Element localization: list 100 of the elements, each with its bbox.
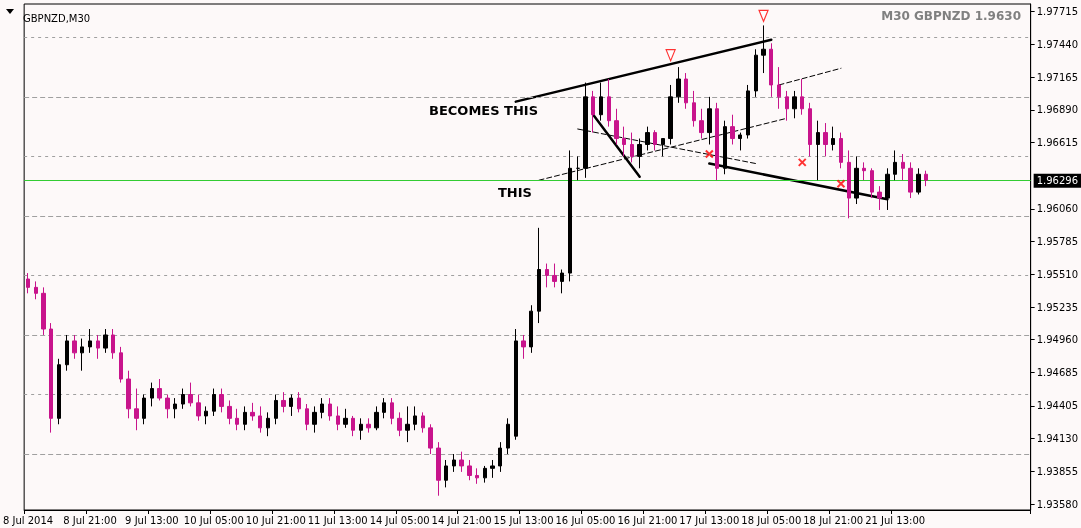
y-tick-label: 1.95510 [1036,268,1079,280]
candlestick [777,66,781,110]
x-tick-label: 15 Jul 13:00 [493,514,554,526]
candlestick [661,138,665,157]
candlestick [769,42,773,98]
candlestick [498,441,502,473]
candlestick [521,334,526,360]
candlestick [924,170,928,187]
candlestick [483,465,487,484]
candlestick [823,122,828,157]
candlestick [80,338,84,372]
candlestick [351,415,355,437]
y-tick-label: 1.96615 [1036,137,1079,149]
y-tick-label: 1.95235 [1036,301,1079,313]
candlestick [862,161,866,181]
candlestick [676,66,681,104]
y-tick-label: 1.96890 [1036,104,1079,116]
candlestick [545,263,549,288]
y-tick-label: 1.94130 [1036,433,1079,445]
candlestick [614,108,619,145]
candlestick [320,397,324,419]
candlestick [258,405,262,434]
candlestick [444,459,448,488]
candlestick [243,405,247,431]
candlestick [622,126,626,157]
x-tick-label: 9 Jul 13:00 [125,514,179,526]
candlestick [514,328,518,441]
x-tick-label: 11 Jul 13:00 [307,514,368,526]
candlestick [374,405,379,431]
candlestick [607,78,611,128]
point [797,157,807,167]
candlestick [467,459,472,481]
candlestick [421,411,425,434]
candlestick [212,388,216,417]
y-tick-label: 1.94960 [1036,334,1079,346]
candlestick [668,84,673,145]
candlestick [181,388,185,410]
candlestick [34,280,38,300]
candlestick [111,328,115,360]
candlestick [336,405,340,431]
y-tick-label: 1.96060 [1036,203,1079,215]
annotation: BECOMES THIS [429,103,539,118]
candlestick [877,185,882,211]
candlestick [560,269,564,294]
x-tick-label: 14 Jul 05:00 [369,514,430,526]
y-tick-label: 1.93855 [1036,465,1079,477]
point [704,149,714,159]
candlestick [715,102,719,181]
candlestick [142,394,146,425]
candlestick [428,423,433,455]
x-tick-label: 10 Jul 21:00 [245,514,306,526]
candlestick [96,334,100,360]
x-tick-label: 16 Jul 21:00 [617,514,678,526]
candlestick [103,328,108,354]
candlestick [150,382,154,407]
candlestick [785,90,789,122]
candlestick [235,408,239,431]
candlestick [452,453,456,473]
candlestick [266,411,270,437]
x-tick-label: 8 Jul 21:00 [63,514,117,526]
candlestick [26,272,30,294]
candlestick [405,405,410,443]
candlestick [901,153,905,181]
candlestick [41,286,46,336]
y-tick-label: 1.94405 [1036,400,1079,412]
candlestick [529,304,533,354]
y-tick-label: 1.97440 [1036,38,1079,50]
candlestick [366,417,371,434]
candlestick [126,370,131,419]
candlestick [808,102,812,157]
candlestick [289,394,293,417]
candlestick [343,408,348,429]
candlestick [630,132,634,163]
x-tick-label: 18 Jul 21:00 [803,514,864,526]
candlestick [754,48,758,98]
x-tick-label: 10 Jul 05:00 [183,514,244,526]
candlestick [204,405,208,425]
candlestick [792,90,797,119]
candlestick [328,397,332,422]
candlestick [250,402,255,422]
annotation: THIS [498,185,532,200]
candlestick [274,394,278,425]
x-tick-label: 17 Jul 13:00 [679,514,740,526]
x-tick-label: 18 Jul 05:00 [741,514,802,526]
candlestick [552,263,557,288]
candlestick [475,467,479,485]
candlestick [72,334,77,360]
candlestick [800,78,804,116]
candlestick [219,388,224,413]
candlestick [839,132,843,169]
candlestick [57,358,61,425]
candlestick [157,378,162,401]
candlestick [893,149,897,181]
candlestick [88,328,92,354]
x-tick-label: 14 Jul 21:00 [431,514,492,526]
candlestick [227,399,232,425]
candlestick [591,90,595,134]
candlestick [738,132,742,151]
candlestick [359,417,363,441]
candlestick [119,346,123,384]
